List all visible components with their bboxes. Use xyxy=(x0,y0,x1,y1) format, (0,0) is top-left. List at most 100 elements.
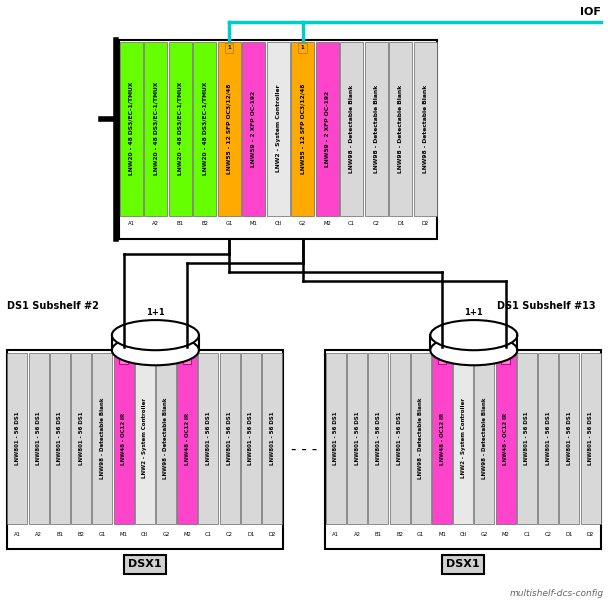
Text: G2: G2 xyxy=(481,532,488,536)
Text: LNW801 - 56 DS1: LNW801 - 56 DS1 xyxy=(36,412,41,465)
Text: LNW801 - 56 DS1: LNW801 - 56 DS1 xyxy=(354,412,359,465)
Text: M1: M1 xyxy=(250,221,258,226)
Text: LNW48 - OC12 IR: LNW48 - OC12 IR xyxy=(121,413,126,464)
Text: 1: 1 xyxy=(185,357,189,362)
Ellipse shape xyxy=(112,320,199,350)
Text: LNW801 - 56 DS1: LNW801 - 56 DS1 xyxy=(397,412,402,465)
Text: B2: B2 xyxy=(78,532,85,536)
Text: LNW801 - 56 DS1: LNW801 - 56 DS1 xyxy=(249,412,254,465)
Text: IOF: IOF xyxy=(581,7,601,17)
Bar xyxy=(183,355,192,364)
Text: D2: D2 xyxy=(421,221,429,226)
Text: LNW59 - 2 XFP OC-192: LNW59 - 2 XFP OC-192 xyxy=(251,91,256,167)
Text: 1: 1 xyxy=(122,357,125,362)
Bar xyxy=(559,353,579,524)
Text: 1: 1 xyxy=(227,45,231,50)
Bar xyxy=(241,353,261,524)
Bar xyxy=(411,353,431,524)
Ellipse shape xyxy=(430,320,517,350)
Text: LNW98 - Detectable Blank: LNW98 - Detectable Blank xyxy=(482,398,487,479)
Bar xyxy=(119,355,128,364)
Bar xyxy=(168,42,192,216)
Bar xyxy=(50,353,70,524)
Bar xyxy=(326,353,346,524)
Text: A1: A1 xyxy=(333,532,339,536)
Bar xyxy=(502,355,510,364)
Text: LNW55 - 12 SFP OC3/12/48: LNW55 - 12 SFP OC3/12/48 xyxy=(227,83,232,174)
Text: M2: M2 xyxy=(502,532,510,536)
Bar xyxy=(262,353,282,524)
Text: LNW98 - Detectable Blank: LNW98 - Detectable Blank xyxy=(418,398,423,479)
Text: LNW59 - 2 XFP OC-192: LNW59 - 2 XFP OC-192 xyxy=(325,91,330,167)
Text: A2: A2 xyxy=(152,221,159,226)
Text: G2: G2 xyxy=(162,532,170,536)
Text: multishelf-dcs-config: multishelf-dcs-config xyxy=(510,590,604,599)
Text: LNW98 - Detectable Blank: LNW98 - Detectable Blank xyxy=(374,85,379,173)
Bar xyxy=(119,40,437,239)
Text: - - -: - - - xyxy=(291,442,317,457)
Text: C1: C1 xyxy=(523,532,530,536)
Bar xyxy=(347,353,367,524)
Text: M1: M1 xyxy=(438,532,446,536)
Text: D1: D1 xyxy=(565,532,573,536)
Text: C2: C2 xyxy=(373,221,380,226)
Text: LNW20 - 48 DS3/EC-1/TMUX: LNW20 - 48 DS3/EC-1/TMUX xyxy=(153,82,158,175)
Bar xyxy=(120,42,143,216)
Bar xyxy=(7,353,27,524)
Bar xyxy=(581,353,601,524)
Text: DS1 Subshelf #2: DS1 Subshelf #2 xyxy=(7,301,98,311)
Bar xyxy=(266,42,290,216)
Bar xyxy=(517,353,537,524)
Bar xyxy=(219,353,240,524)
Text: 1+1: 1+1 xyxy=(146,308,165,317)
Text: LNW20 - 48 DS3/EC-1/TMUX: LNW20 - 48 DS3/EC-1/TMUX xyxy=(129,82,134,175)
Text: LNW98 - Detectable Blank: LNW98 - Detectable Blank xyxy=(164,398,168,479)
Bar xyxy=(538,353,558,524)
Bar xyxy=(291,42,314,216)
Text: B1: B1 xyxy=(177,221,184,226)
Text: 1+1: 1+1 xyxy=(465,308,483,317)
Bar xyxy=(177,353,197,524)
Text: LNW2 - System Controller: LNW2 - System Controller xyxy=(275,85,281,173)
Text: C2: C2 xyxy=(545,532,551,536)
Text: DSX1: DSX1 xyxy=(128,559,162,569)
Text: LNW801 - 56 DS1: LNW801 - 56 DS1 xyxy=(270,412,275,465)
Ellipse shape xyxy=(112,335,199,365)
Text: 1: 1 xyxy=(440,357,444,362)
Text: LNW801 - 56 DS1: LNW801 - 56 DS1 xyxy=(206,412,211,465)
Text: G1: G1 xyxy=(98,532,106,536)
Text: M2: M2 xyxy=(183,532,191,536)
Bar xyxy=(135,353,155,524)
Text: 1: 1 xyxy=(504,357,508,362)
Ellipse shape xyxy=(430,335,517,365)
Bar xyxy=(92,353,112,524)
Bar xyxy=(432,353,452,524)
Text: D1: D1 xyxy=(397,221,404,226)
Bar xyxy=(438,355,446,364)
Text: LNW48 - OC12 IR: LNW48 - OC12 IR xyxy=(185,413,190,464)
Text: M1: M1 xyxy=(120,532,128,536)
Bar xyxy=(71,353,91,524)
Text: LNW20 - 48 DS3/EC-1/TMUX: LNW20 - 48 DS3/EC-1/TMUX xyxy=(178,82,183,175)
Bar xyxy=(413,42,437,216)
Bar xyxy=(218,42,241,216)
Text: C2: C2 xyxy=(226,532,233,536)
Bar xyxy=(198,353,218,524)
Bar xyxy=(144,42,167,216)
Text: LNW801 - 56 DS1: LNW801 - 56 DS1 xyxy=(376,412,381,465)
Bar xyxy=(156,353,176,524)
Bar xyxy=(114,353,134,524)
Text: LNW801 - 56 DS1: LNW801 - 56 DS1 xyxy=(567,412,572,465)
Bar xyxy=(193,42,216,216)
Text: LNW801 - 56 DS1: LNW801 - 56 DS1 xyxy=(15,412,20,465)
Bar xyxy=(225,43,233,53)
Text: DS1 Subshelf #13: DS1 Subshelf #13 xyxy=(497,301,595,311)
Bar xyxy=(474,353,494,524)
Text: LNW98 - Detectable Blank: LNW98 - Detectable Blank xyxy=(423,85,427,173)
Text: D2: D2 xyxy=(269,532,276,536)
Text: DSX1: DSX1 xyxy=(446,559,480,569)
Bar xyxy=(368,353,389,524)
Text: LNW801 - 56 DS1: LNW801 - 56 DS1 xyxy=(588,412,593,465)
Text: A2: A2 xyxy=(354,532,361,536)
Text: G1: G1 xyxy=(226,221,233,226)
